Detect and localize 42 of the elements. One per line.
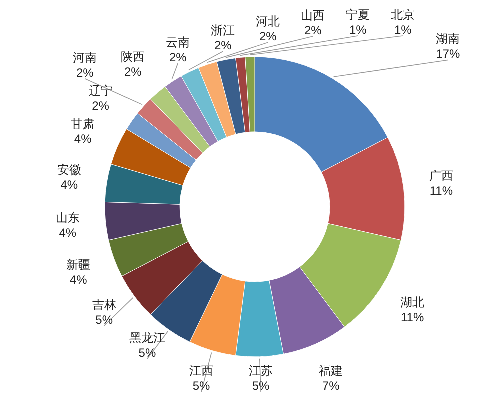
data-label: 1%	[349, 23, 368, 37]
data-label: 2%	[169, 50, 188, 64]
data-label: 17%	[436, 47, 460, 62]
slice-label: 广西	[429, 168, 454, 183]
data-label: 5%	[96, 313, 114, 327]
slice-label: 江苏	[249, 364, 274, 378]
data-label: 2%	[76, 66, 94, 80]
data-label: 2%	[124, 64, 142, 79]
slice-label: 辽宁	[88, 84, 113, 98]
slice-label: 黑龙江	[129, 331, 166, 345]
data-label: 2%	[259, 30, 278, 44]
slice-label: 新疆	[66, 258, 91, 272]
data-label: 5%	[252, 379, 270, 393]
slice-label: 山东	[56, 211, 80, 226]
slice-label: 江西	[190, 364, 214, 378]
data-label: 2%	[92, 98, 110, 113]
data-label: 4%	[60, 178, 78, 192]
slice-label: 山西	[301, 8, 326, 22]
data-label: 7%	[322, 379, 340, 393]
slice-label: 湖北	[400, 296, 425, 310]
data-label: 11%	[430, 184, 454, 198]
slice-label: 浙江	[211, 24, 236, 38]
slice-label: 河南	[73, 50, 98, 65]
data-label: 11%	[400, 310, 424, 325]
slice-label: 吉林	[92, 298, 116, 312]
slice-label: 甘肃	[71, 116, 96, 131]
data-label: 4%	[70, 272, 88, 287]
slice-label: 福建	[319, 364, 344, 378]
data-label: 4%	[74, 132, 92, 146]
data-label: 5%	[192, 379, 211, 393]
slice-label: 安徽	[57, 162, 82, 177]
slice-label: 北京	[391, 8, 416, 22]
slice-label: 宁夏	[346, 8, 370, 22]
data-label: 5%	[138, 346, 156, 360]
slice-label: 云南	[166, 35, 190, 50]
slice-label: 河北	[256, 14, 280, 29]
data-label: 2%	[304, 23, 322, 38]
slice-label: 陕西	[121, 50, 146, 64]
data-label: 2%	[214, 38, 232, 53]
data-label: 4%	[59, 226, 77, 240]
data-label: 1%	[394, 23, 412, 37]
slice-label: 湖南	[436, 32, 460, 46]
